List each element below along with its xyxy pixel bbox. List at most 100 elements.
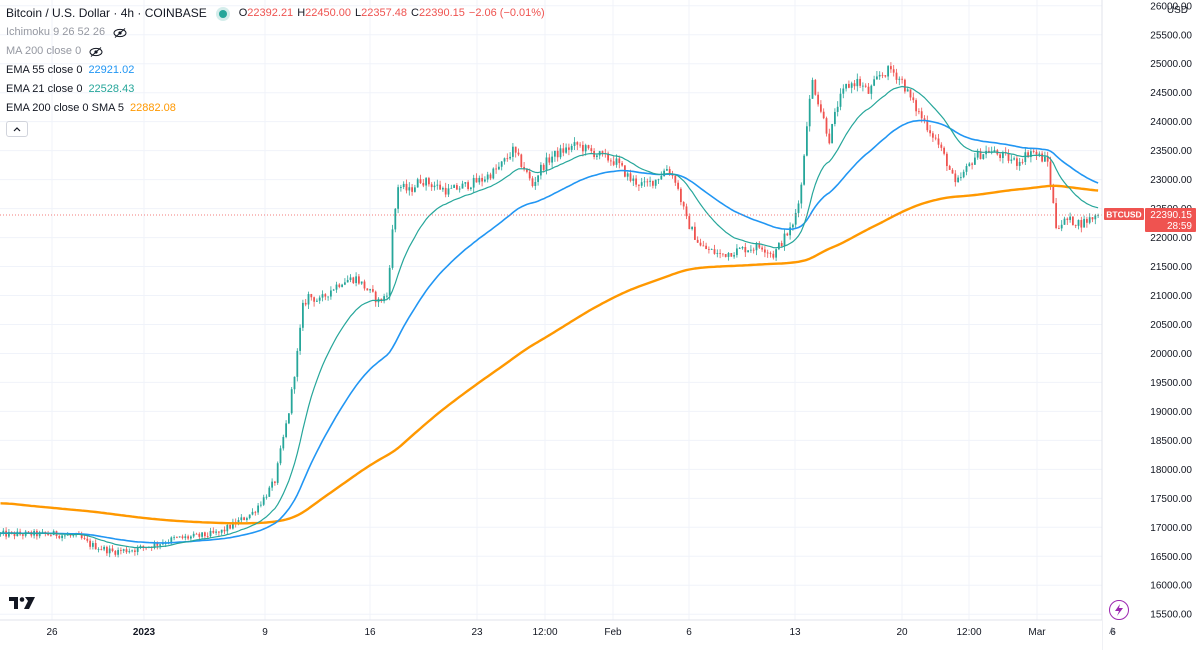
candle	[444, 182, 447, 198]
candle	[537, 174, 539, 186]
candle	[55, 530, 58, 539]
x-tick-label: 16	[364, 627, 376, 638]
candle	[83, 535, 86, 540]
y-tick-label: 19000.00	[1150, 407, 1192, 418]
candle	[884, 75, 887, 78]
indicator-row[interactable]: EMA 200 close 0 SMA 5 22882.08	[6, 99, 545, 118]
candle	[632, 175, 635, 186]
candle	[848, 80, 850, 89]
candle	[288, 413, 290, 425]
tradingview-logo-icon[interactable]	[9, 596, 35, 610]
auto-scale-button[interactable]: A	[1109, 626, 1116, 636]
candle	[772, 250, 775, 260]
candle	[122, 548, 125, 554]
candle	[705, 242, 707, 250]
candle	[839, 88, 842, 111]
candle	[1044, 151, 1046, 162]
candle	[366, 288, 369, 291]
candle	[1013, 156, 1015, 161]
candle	[965, 163, 968, 176]
candle	[310, 293, 313, 301]
candle	[19, 528, 21, 536]
candle	[974, 152, 976, 165]
candle	[274, 480, 276, 486]
eye-hidden-icon[interactable]	[89, 46, 103, 57]
ohlc-value-o: 22392.21	[247, 7, 294, 19]
candle	[386, 292, 388, 299]
candle	[100, 545, 103, 551]
candle	[313, 296, 315, 307]
candle	[808, 95, 811, 132]
candle	[257, 502, 259, 515]
candle	[769, 251, 772, 258]
candle	[710, 248, 713, 250]
candle	[1030, 147, 1032, 163]
candle	[517, 148, 520, 157]
candle	[181, 534, 184, 540]
candle	[1032, 149, 1035, 154]
candle	[811, 77, 814, 99]
symbol-title[interactable]: Bitcoin / U.S. Dollar · 4h · COINBASE	[6, 6, 207, 20]
x-tick-label: 13	[789, 627, 801, 638]
candle	[218, 531, 220, 537]
candle	[453, 184, 455, 188]
x-tick-label: Mar	[1028, 627, 1046, 638]
candle	[677, 180, 679, 191]
candle	[464, 182, 467, 187]
candle	[330, 286, 332, 300]
candle	[856, 73, 859, 92]
legend-header: Bitcoin / U.S. Dollar · 4h · COINBASE O2…	[6, 4, 545, 23]
indicator-row[interactable]: EMA 55 close 0 22921.02	[6, 61, 545, 80]
candle	[447, 183, 450, 197]
candle	[859, 76, 861, 89]
candle	[666, 165, 668, 171]
candle	[419, 174, 422, 184]
indicator-row[interactable]: EMA 21 close 0 22528.43	[6, 80, 545, 99]
candle	[302, 299, 304, 332]
candle	[727, 251, 730, 261]
candle	[646, 178, 649, 187]
candle	[528, 168, 531, 181]
candle	[940, 142, 943, 152]
candle	[268, 485, 271, 497]
candle	[338, 283, 341, 289]
candle	[192, 531, 195, 539]
candle	[853, 80, 856, 90]
y-tick-label: 24500.00	[1150, 88, 1192, 99]
candle	[722, 253, 724, 257]
candle	[470, 186, 472, 191]
candle	[912, 92, 915, 103]
candle	[596, 154, 598, 160]
candle	[937, 133, 940, 149]
candle	[355, 272, 357, 287]
indicator-row[interactable]: MA 200 close 0	[6, 42, 545, 61]
candle	[828, 128, 831, 145]
eye-hidden-icon[interactable]	[113, 27, 127, 38]
candle	[94, 539, 97, 550]
lightning-icon[interactable]	[1109, 600, 1129, 620]
candle	[260, 501, 262, 508]
candle	[262, 494, 265, 507]
x-tick-label: Feb	[604, 627, 622, 638]
candle	[1094, 213, 1097, 225]
candle	[540, 162, 542, 180]
candle	[293, 376, 296, 394]
candle	[951, 168, 954, 174]
candle	[243, 516, 245, 521]
candle	[820, 100, 822, 114]
candle	[346, 275, 349, 283]
candle	[934, 134, 937, 141]
collapse-legend-button[interactable]	[6, 121, 28, 137]
candle	[579, 142, 581, 148]
x-tick-label: 2023	[133, 627, 156, 638]
indicator-row[interactable]: Ichimoku 9 26 52 26	[6, 23, 545, 42]
currency-label[interactable]: USD	[1166, 5, 1188, 16]
candle	[576, 141, 579, 151]
candle	[215, 529, 217, 536]
candle	[523, 162, 525, 172]
candle	[307, 291, 310, 309]
candle	[562, 143, 565, 157]
candle	[481, 173, 483, 187]
